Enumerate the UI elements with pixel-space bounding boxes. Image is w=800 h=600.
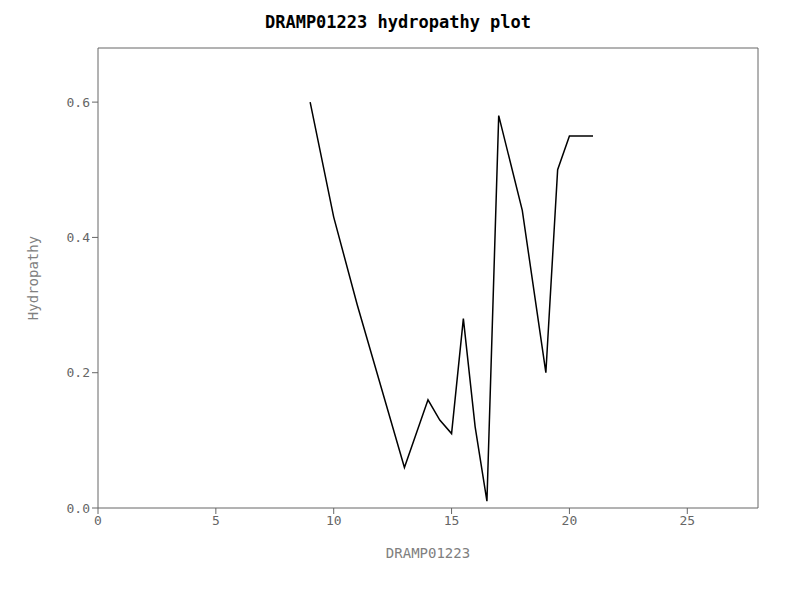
- svg-text:15: 15: [444, 513, 460, 528]
- svg-text:20: 20: [562, 513, 578, 528]
- svg-text:5: 5: [212, 513, 220, 528]
- svg-text:0.0: 0.0: [67, 501, 90, 516]
- svg-text:0.6: 0.6: [67, 95, 90, 110]
- svg-text:0.4: 0.4: [67, 230, 91, 245]
- svg-text:25: 25: [679, 513, 695, 528]
- svg-text:DRAMP01223: DRAMP01223: [386, 545, 470, 561]
- svg-text:Hydropathy: Hydropathy: [25, 236, 41, 320]
- svg-text:0: 0: [94, 513, 102, 528]
- svg-text:0.2: 0.2: [67, 365, 90, 380]
- html-text:DRAMP01223 hydropathy plot: DRAMP01223 hydropathy plot: [264, 12, 531, 32]
- svg-text:10: 10: [326, 513, 342, 528]
